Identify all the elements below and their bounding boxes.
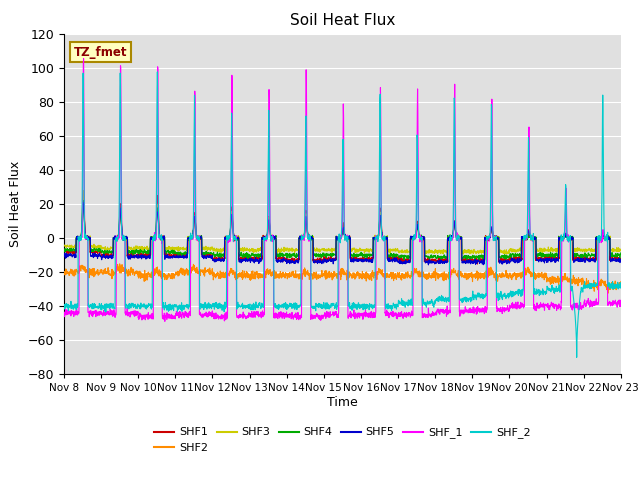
SHF1 [584,256,591,262]
SHF4 [471,257,479,263]
Line: SHF2: SHF2 [64,264,621,293]
SHF2 [371,272,379,277]
SHF3 [568,234,576,240]
SHF_2 [584,284,591,290]
SHF_2 [617,285,625,291]
SHF1 [60,249,68,255]
SHF5 [424,262,432,268]
SHF2 [60,269,68,275]
SHF5 [584,258,591,264]
SHF3 [584,248,591,253]
SHF5 [568,234,576,240]
SHF_1 [359,316,367,322]
SHF_1 [505,306,513,312]
SHF_2 [504,293,512,299]
SHF1 [371,235,379,241]
SHF_1 [371,314,379,320]
SHF_1 [216,314,223,320]
Text: TZ_fmet: TZ_fmet [74,46,127,59]
SHF2 [604,290,612,296]
SHF5 [617,256,625,262]
Line: SHF3: SHF3 [64,191,621,254]
SHF4 [617,250,625,256]
SHF2 [617,279,625,285]
SHF1 [359,257,367,263]
SHF3 [503,251,511,257]
SHF_2 [60,302,68,308]
SHF4 [568,235,576,241]
SHF2 [504,276,512,281]
SHF4 [79,198,87,204]
SHF3 [216,247,223,253]
SHF1 [617,256,625,262]
SHF1 [568,234,576,240]
SHF_2 [359,303,367,309]
SHF3 [371,234,379,240]
SHF5 [216,258,223,264]
SHF2 [568,277,575,283]
SHF_2 [216,302,223,308]
X-axis label: Time: Time [327,396,358,409]
SHF_1 [60,312,68,318]
Line: SHF5: SHF5 [64,203,621,265]
SHF_1 [584,300,591,306]
Line: SHF1: SHF1 [64,192,621,264]
SHF_2 [371,303,379,309]
SHF5 [371,236,379,241]
SHF1 [505,257,513,263]
SHF3 [617,248,625,253]
SHF4 [505,255,513,261]
SHF5 [505,259,513,264]
SHF2 [584,282,591,288]
SHF2 [359,273,367,279]
SHF4 [371,235,379,240]
SHF1 [216,255,223,261]
SHF3 [359,248,367,253]
SHF4 [584,252,591,258]
SHF_1 [568,307,576,312]
SHF5 [359,259,367,264]
SHF3 [79,188,87,193]
Line: SHF4: SHF4 [64,201,621,260]
SHF5 [79,200,87,205]
SHF_1 [161,318,169,324]
SHF5 [60,252,68,258]
SHF_2 [154,69,161,75]
SHF_2 [568,285,575,290]
SHF1 [474,261,481,267]
SHF2 [216,275,223,281]
SHF_1 [80,56,88,61]
SHF3 [60,242,68,248]
SHF1 [79,190,87,195]
SHF_2 [573,354,580,360]
Y-axis label: Soil Heat Flux: Soil Heat Flux [9,161,22,247]
SHF4 [359,254,367,260]
Line: SHF_2: SHF_2 [64,72,621,357]
Legend: SHF1, SHF2, SHF3, SHF4, SHF5, SHF_1, SHF_2: SHF1, SHF2, SHF3, SHF4, SHF5, SHF_1, SHF… [150,423,535,457]
SHF_1 [617,303,625,309]
SHF4 [216,252,223,258]
SHF3 [505,247,513,253]
Line: SHF_1: SHF_1 [64,59,621,321]
Title: Soil Heat Flux: Soil Heat Flux [290,13,395,28]
SHF2 [116,261,124,267]
SHF4 [60,248,68,254]
